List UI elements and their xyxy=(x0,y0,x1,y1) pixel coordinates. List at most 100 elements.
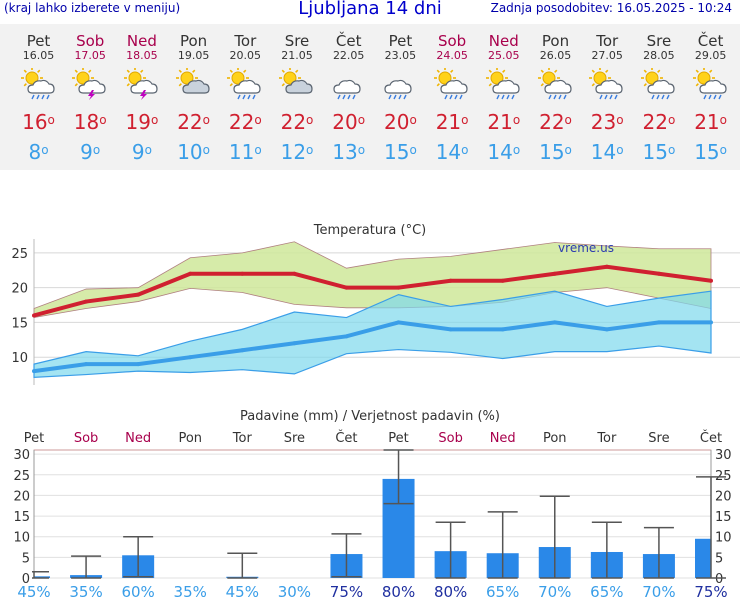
temp-max: 20o xyxy=(332,110,366,134)
precip-probability: 65% xyxy=(486,583,519,600)
max-temp-point xyxy=(448,278,453,283)
rain-drop xyxy=(459,94,463,100)
sun-ray xyxy=(229,83,234,87)
day-column[interactable]: Sre 28.05 22o 15o xyxy=(632,24,685,163)
precip-probability: 70% xyxy=(538,583,571,600)
precip-y-tick-left: 20 xyxy=(13,489,30,504)
precip-probability: 80% xyxy=(434,583,467,600)
sun-ray xyxy=(591,83,596,87)
precip-y-tick-right: 5 xyxy=(715,551,723,566)
day-name: Sob xyxy=(76,32,105,50)
day-date: 18.05 xyxy=(126,49,158,62)
cloud-shape xyxy=(543,79,572,94)
day-column[interactable]: Pon 26.05 22o 15o xyxy=(529,24,582,163)
temp-max: 18o xyxy=(73,110,107,134)
day-date: 19.05 xyxy=(177,49,210,62)
day-name: Tor xyxy=(596,32,619,50)
rain-drop xyxy=(30,94,35,100)
day-date: 25.05 xyxy=(488,49,520,62)
max-temp-point xyxy=(292,271,297,276)
rain-drop xyxy=(609,94,613,100)
temperature-chart-title: Temperatura (°C) xyxy=(313,223,426,238)
sun-ray xyxy=(281,69,285,73)
daily-forecast-strip: Pet 16.05 16o 8o Sob 17.05 18o 9o Ned 18.05 19o 9o P… xyxy=(0,24,740,170)
temp-max: 21o xyxy=(487,110,521,134)
precip-y-tick-left: 15 xyxy=(13,510,30,525)
day-column[interactable]: Tor 27.05 23o 14o xyxy=(581,24,634,163)
sun-ray xyxy=(74,83,79,87)
precip-probability: 35% xyxy=(174,583,207,600)
rain-drop xyxy=(547,94,552,100)
max-temp-point xyxy=(188,271,193,276)
sun-disc xyxy=(180,71,194,85)
max-temp-line xyxy=(33,264,712,318)
precip-day-label: Sre xyxy=(648,431,669,446)
temp-max: 19o xyxy=(125,110,159,134)
sun-ray xyxy=(553,69,557,73)
sun-disc xyxy=(542,71,555,85)
temp-min: 15o xyxy=(694,140,727,164)
precip-probability: 45% xyxy=(226,583,259,600)
cloud-shape xyxy=(384,79,412,94)
precip-day-label: Sob xyxy=(438,431,462,446)
day-column[interactable]: Pon 19.05 22o 10o xyxy=(167,24,220,163)
max-temp-point xyxy=(552,271,557,276)
day-column[interactable]: Čet 22.05 20o 13o xyxy=(322,24,375,163)
day-column[interactable]: Ned 25.05 21o 14o xyxy=(477,24,530,163)
temp-min: 12o xyxy=(280,140,314,164)
temp-min: 10o xyxy=(177,140,210,164)
rain-drop xyxy=(712,94,717,100)
precip-y-tick-right: 30 xyxy=(715,448,732,463)
precip-day-label: Čet xyxy=(335,430,357,446)
precip-day-label: Sre xyxy=(284,431,305,446)
sun-disc xyxy=(283,71,297,85)
cloud-shape xyxy=(333,79,361,94)
day-name: Pon xyxy=(179,32,208,50)
temp-max: 21o xyxy=(435,110,469,134)
rain-drop xyxy=(562,94,567,100)
temp-min: 15o xyxy=(642,140,676,164)
sun-cloud-rain-icon xyxy=(20,68,55,100)
day-column[interactable]: Pet 16.05 16o 8o xyxy=(12,24,65,163)
sun-ray xyxy=(605,69,609,73)
sun-ray xyxy=(695,69,699,73)
watermark: vreme.us xyxy=(558,241,614,255)
temp-max: 22o xyxy=(228,110,262,134)
location-menu-hint[interactable]: (kraj lahko izberete v meniju) xyxy=(4,1,181,15)
day-column[interactable]: Sob 24.05 21o 14o xyxy=(426,24,479,163)
sun-ray xyxy=(178,69,182,73)
rain-drop xyxy=(347,94,351,100)
max-temp-point xyxy=(240,271,245,276)
temp-max: 22o xyxy=(539,110,572,134)
day-column[interactable]: Ned 18.05 19o 9o xyxy=(115,24,168,163)
max-temp-point xyxy=(656,271,661,276)
day-column[interactable]: Pet 23.05 20o 15o xyxy=(374,24,427,163)
min-temp-point xyxy=(136,362,141,367)
precip-y-tick-right: 15 xyxy=(715,510,732,525)
sun-disc xyxy=(593,71,607,85)
precip-probability: 45% xyxy=(17,583,50,600)
temp-y-tick: 25 xyxy=(11,247,28,262)
day-column[interactable]: Čet 29.05 21o 15o xyxy=(684,24,737,163)
day-column[interactable]: Tor 20.05 22o 11o xyxy=(219,24,272,163)
precip-probability: 60% xyxy=(121,583,154,600)
sun-cloud-rain-icon xyxy=(485,68,520,100)
rain-drop xyxy=(666,94,670,100)
day-date: 21.05 xyxy=(281,49,313,62)
precip-probability: 75% xyxy=(330,583,363,600)
precip-y-tick-right: 20 xyxy=(715,489,732,504)
day-name: Pet xyxy=(26,32,51,50)
day-column[interactable]: Sre 21.05 22o 12o xyxy=(271,24,324,163)
day-column[interactable]: Sob 17.05 18o 9o xyxy=(64,24,117,163)
rain-drop xyxy=(388,94,393,100)
max-temp-point xyxy=(709,278,713,283)
min-temp-point xyxy=(84,362,89,367)
sun-ray xyxy=(74,69,79,73)
temp-min: 14o xyxy=(435,140,469,164)
temp-max: 20o xyxy=(383,110,417,134)
sun-cloud-icon xyxy=(279,68,313,94)
rain-drop xyxy=(496,94,500,100)
rain-drop xyxy=(552,94,557,100)
sun-ray xyxy=(139,69,144,73)
sun-disc xyxy=(25,71,38,85)
